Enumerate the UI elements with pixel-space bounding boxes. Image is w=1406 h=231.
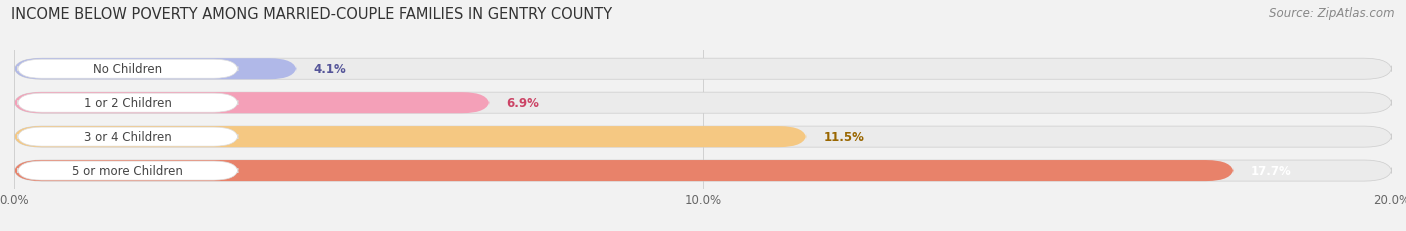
FancyBboxPatch shape: [17, 60, 238, 79]
Text: INCOME BELOW POVERTY AMONG MARRIED-COUPLE FAMILIES IN GENTRY COUNTY: INCOME BELOW POVERTY AMONG MARRIED-COUPL…: [11, 7, 613, 22]
FancyBboxPatch shape: [14, 93, 489, 114]
Text: Source: ZipAtlas.com: Source: ZipAtlas.com: [1270, 7, 1395, 20]
FancyBboxPatch shape: [14, 93, 1392, 114]
Text: 1 or 2 Children: 1 or 2 Children: [84, 97, 172, 110]
Text: 3 or 4 Children: 3 or 4 Children: [84, 131, 172, 143]
Text: No Children: No Children: [93, 63, 162, 76]
Text: 5 or more Children: 5 or more Children: [72, 164, 183, 177]
FancyBboxPatch shape: [17, 94, 238, 113]
FancyBboxPatch shape: [14, 59, 297, 80]
FancyBboxPatch shape: [14, 127, 1392, 148]
Text: 6.9%: 6.9%: [506, 97, 540, 110]
FancyBboxPatch shape: [14, 59, 1392, 80]
FancyBboxPatch shape: [17, 161, 238, 180]
Text: 4.1%: 4.1%: [314, 63, 346, 76]
FancyBboxPatch shape: [14, 127, 807, 148]
Text: 17.7%: 17.7%: [1251, 164, 1292, 177]
FancyBboxPatch shape: [17, 128, 238, 146]
Text: 11.5%: 11.5%: [824, 131, 865, 143]
FancyBboxPatch shape: [14, 160, 1233, 181]
FancyBboxPatch shape: [14, 160, 1392, 181]
